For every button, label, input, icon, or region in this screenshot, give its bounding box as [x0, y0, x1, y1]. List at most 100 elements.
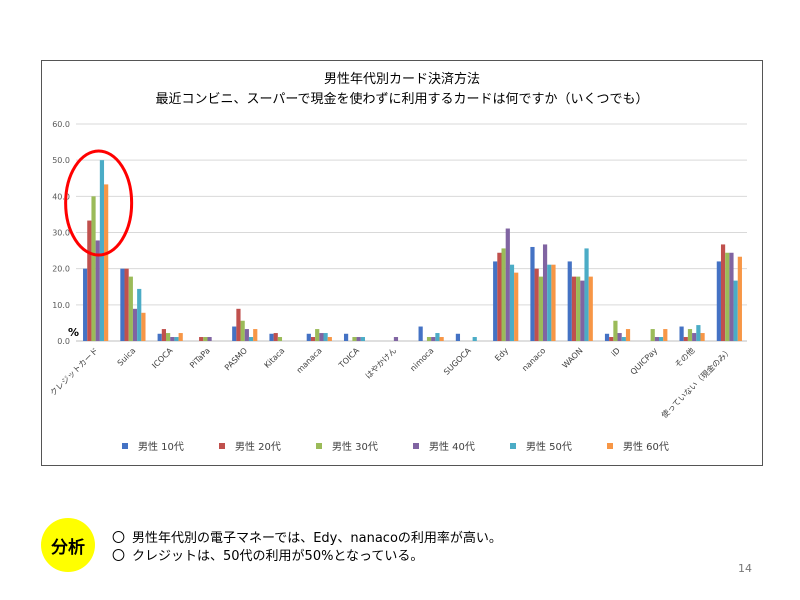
bar	[253, 329, 258, 341]
page-number: 14	[738, 562, 752, 575]
y-tick-label: 40.0	[52, 192, 70, 201]
x-tick-label: はやかけん	[364, 346, 399, 381]
bar	[277, 337, 283, 341]
legend-label: 男性 10代	[138, 440, 184, 453]
bar	[323, 333, 328, 341]
analysis-point: 〇クレジットは、50代の利用が50%となっている。	[112, 545, 423, 564]
legend-label: 男性 50代	[526, 440, 572, 453]
bar	[663, 329, 668, 341]
chart-title: 男性年代別カード決済方法	[324, 71, 480, 87]
x-tick-label: その他	[672, 345, 696, 369]
legend-label: 男性 30代	[332, 440, 378, 453]
legend-label: 男性 20代	[235, 440, 281, 453]
bar	[654, 337, 660, 341]
bar	[137, 288, 142, 341]
bar	[725, 252, 730, 341]
x-tick-label: nanaco	[520, 346, 547, 373]
y-tick-label: 10.0	[52, 301, 70, 310]
chart-frame: 男性年代別カード決済方法 最近コンビニ、スーパーで現金を使わずに利用するカードは…	[41, 60, 763, 466]
legend-swatch	[607, 443, 613, 449]
x-tick-label: ICOCA	[150, 346, 175, 371]
bar	[625, 329, 631, 341]
bar	[621, 337, 626, 341]
y-tick-label: 30.0	[52, 229, 70, 238]
bullet-circle: 〇	[112, 531, 126, 546]
bar	[83, 268, 88, 341]
bar	[319, 333, 324, 341]
y-tick-label: 60.0	[52, 120, 70, 129]
bar	[659, 337, 664, 341]
bar	[696, 325, 701, 341]
legend-swatch	[219, 443, 225, 449]
bar	[609, 337, 614, 341]
x-tick-label: Suica	[116, 346, 138, 368]
bar	[87, 220, 92, 341]
bullet-circle: 〇	[112, 549, 126, 564]
legend-swatch	[122, 443, 128, 449]
bar	[505, 228, 510, 341]
x-tick-label: PiTaPa	[188, 346, 212, 370]
bar	[343, 333, 349, 341]
bar	[269, 333, 274, 341]
bar	[455, 333, 461, 341]
bar	[737, 256, 742, 341]
y-tick-label: 0.0	[57, 337, 70, 346]
bar	[244, 329, 249, 341]
legend-label: 男性 40代	[429, 440, 475, 453]
bar	[120, 268, 125, 341]
bar	[542, 244, 548, 341]
bar	[472, 337, 477, 341]
highlight-circle	[64, 149, 134, 257]
bar	[240, 320, 245, 341]
bar	[683, 337, 688, 341]
bar	[315, 329, 320, 341]
bar	[501, 248, 506, 341]
bar	[538, 276, 543, 341]
y-axis-label: %	[68, 326, 79, 339]
bar	[439, 337, 444, 341]
bar	[327, 337, 332, 341]
bar	[692, 333, 697, 341]
bar	[567, 261, 572, 341]
y-tick-label: 50.0	[52, 156, 70, 165]
x-tick-label: PASMO	[223, 346, 249, 372]
bar	[273, 333, 278, 341]
legend-swatch	[510, 443, 516, 449]
bar	[493, 261, 498, 341]
bar	[157, 333, 162, 341]
x-tick-label: 使っていない（現金のみ）	[659, 345, 734, 420]
x-tick-label: WAON	[561, 346, 585, 370]
bar	[547, 264, 552, 341]
legend-swatch	[316, 443, 322, 449]
x-tick-label: QUICPay	[629, 346, 660, 377]
bar	[352, 337, 357, 341]
bar	[551, 264, 556, 341]
x-tick-label: Kitaca	[263, 346, 287, 370]
bar	[124, 268, 129, 341]
bar	[418, 326, 423, 341]
bar-chart: 男性年代別カード決済方法 最近コンビニ、スーパーで現金を使わずに利用するカードは…	[48, 71, 747, 453]
x-tick-label: Edy	[493, 346, 510, 363]
bar	[588, 276, 593, 341]
bar	[91, 196, 96, 341]
bar	[104, 184, 109, 341]
bar	[679, 326, 684, 341]
x-tick-label: manaca	[295, 346, 324, 375]
axes: 0.0 10.0 20.0 30.0 40.0 50.0 60.0% クレジットカード Suic…	[48, 120, 733, 420]
bar	[580, 280, 585, 341]
chart-subtitle: 最近コンビニ、スーパーで現金を使わずに利用するカードは何ですか（いくつでも）	[155, 91, 648, 107]
bar	[95, 240, 100, 341]
gridlines	[76, 123, 747, 342]
analysis-badge: 分析	[41, 518, 95, 572]
bar	[248, 337, 254, 341]
bar	[497, 252, 502, 341]
legend: 男性 10代 男性 20代 男性 30代 男性 40代 男性 50代 男性 60代	[122, 440, 669, 453]
bar	[534, 268, 539, 341]
bar	[170, 337, 175, 341]
bar	[310, 337, 316, 341]
bar	[141, 312, 146, 341]
bar	[613, 320, 618, 341]
x-tick-label: クレジットカード	[48, 346, 100, 398]
bar	[161, 329, 166, 341]
bar	[509, 264, 515, 341]
